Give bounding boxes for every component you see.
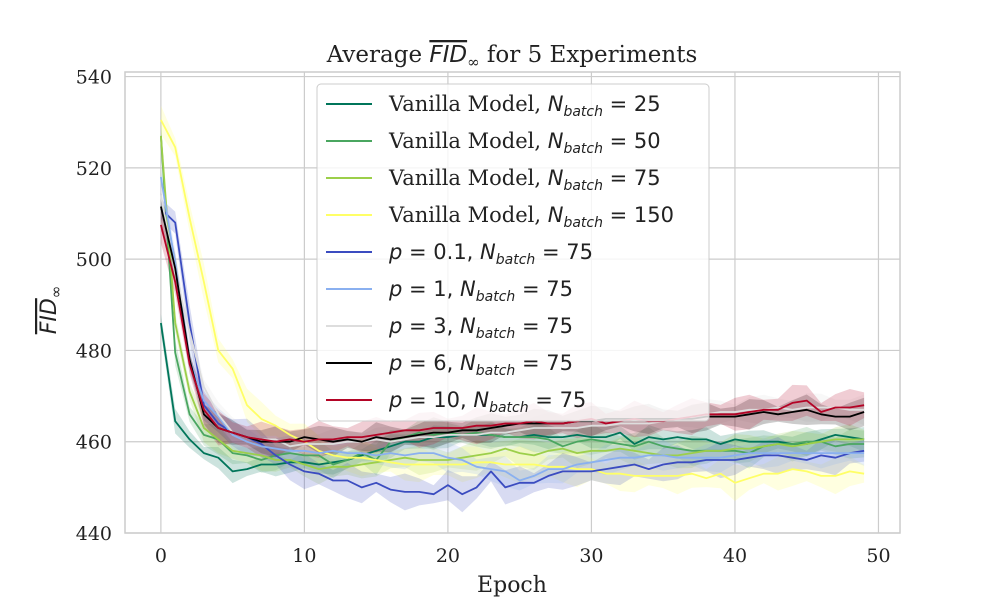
y-tick-label: 500 (76, 249, 112, 271)
legend-label: p = 0.1, Nbatch = 75 (388, 240, 593, 268)
legend-label: Vanilla Model, Nbatch = 150 (388, 203, 674, 231)
chart-title-post: for 5 Experiments (480, 42, 698, 68)
legend: Vanilla Model, Nbatch = 25 Vanilla Model,… (316, 83, 710, 422)
series-lines (160, 119, 865, 496)
legend-label: Vanilla Model, Nbatch = 50 (388, 129, 661, 157)
legend-label: p = 3, Nbatch = 75 (388, 314, 573, 342)
y-axis-label: FID∞ (37, 286, 65, 335)
y-axis-label-sub: ∞ (47, 286, 65, 299)
y-tick-label: 540 (76, 67, 112, 89)
chart-title-pre: Average (326, 42, 430, 68)
legend-label: p = 10, Nbatch = 75 (388, 388, 586, 416)
y-tick-label: 440 (76, 523, 112, 545)
legend-label: Vanilla Model, Nbatch = 75 (388, 166, 661, 194)
tick-labels: 0 10 20 30 40 50 440 460 480 500 520 540 (76, 67, 891, 567)
chart-title: Average FID∞ for 5 Experiments (326, 42, 698, 71)
chart-title-sub: ∞ (467, 53, 480, 71)
x-axis-label: Epoch (477, 573, 547, 598)
confidence-band (160, 105, 865, 501)
y-tick-label: 520 (76, 158, 112, 180)
x-tick-label: 10 (292, 545, 316, 567)
legend-label: p = 6, Nbatch = 75 (388, 351, 573, 379)
series-line (160, 208, 865, 496)
legend-label: Vanilla Model, Nbatch = 25 (388, 92, 661, 120)
chart-title-math: FID (429, 42, 467, 68)
y-tick-label: 480 (76, 340, 112, 362)
legend-label: p = 1, Nbatch = 75 (388, 277, 573, 305)
confidence-band (160, 313, 865, 484)
plot-frame (124, 71, 901, 534)
confidence-band (160, 120, 865, 485)
series-line (160, 224, 865, 443)
axes (124, 71, 901, 534)
legend-box (316, 83, 710, 422)
y-axis-label-math: FID (37, 298, 62, 334)
x-tick-label: 20 (436, 545, 460, 567)
y-tick-label: 460 (76, 432, 112, 454)
x-tick-label: 30 (579, 545, 603, 567)
x-tick-label: 50 (866, 545, 890, 567)
x-tick-label: 0 (155, 545, 167, 567)
series-line (160, 135, 865, 471)
series-line (160, 119, 865, 484)
series-line (160, 176, 865, 482)
x-tick-label: 40 (723, 545, 747, 567)
confidence-band (160, 121, 865, 479)
